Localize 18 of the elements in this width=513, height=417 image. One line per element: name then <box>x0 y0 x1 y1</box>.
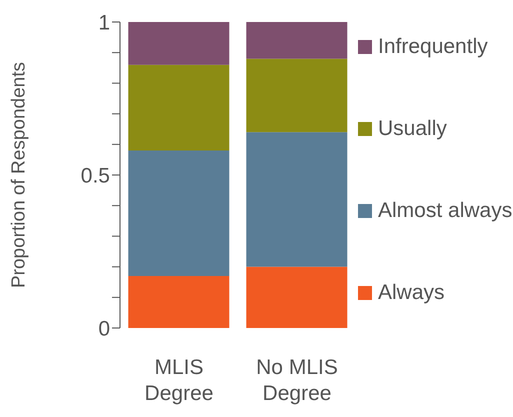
x-tick-label: No MLIS Degree <box>256 356 338 405</box>
y-tick-label: 1 <box>98 11 110 34</box>
y-tick-label: 0 <box>98 317 110 340</box>
bar <box>128 150 230 276</box>
legend-label: Infrequently <box>378 35 488 59</box>
legend-label: Usually <box>378 117 447 141</box>
bar <box>246 132 348 267</box>
y-axis-title: Proportion of Respondents <box>8 62 30 288</box>
bar <box>128 22 230 65</box>
bar <box>128 64 230 151</box>
legend-label: Always <box>378 281 445 305</box>
bar <box>128 276 230 328</box>
bar <box>246 58 348 132</box>
legend-label: Almost always <box>378 199 512 223</box>
bar <box>246 22 348 59</box>
x-tick-label: MLIS Degree <box>144 356 214 405</box>
bar <box>246 266 348 328</box>
y-tick-label: 0.5 <box>80 164 110 188</box>
